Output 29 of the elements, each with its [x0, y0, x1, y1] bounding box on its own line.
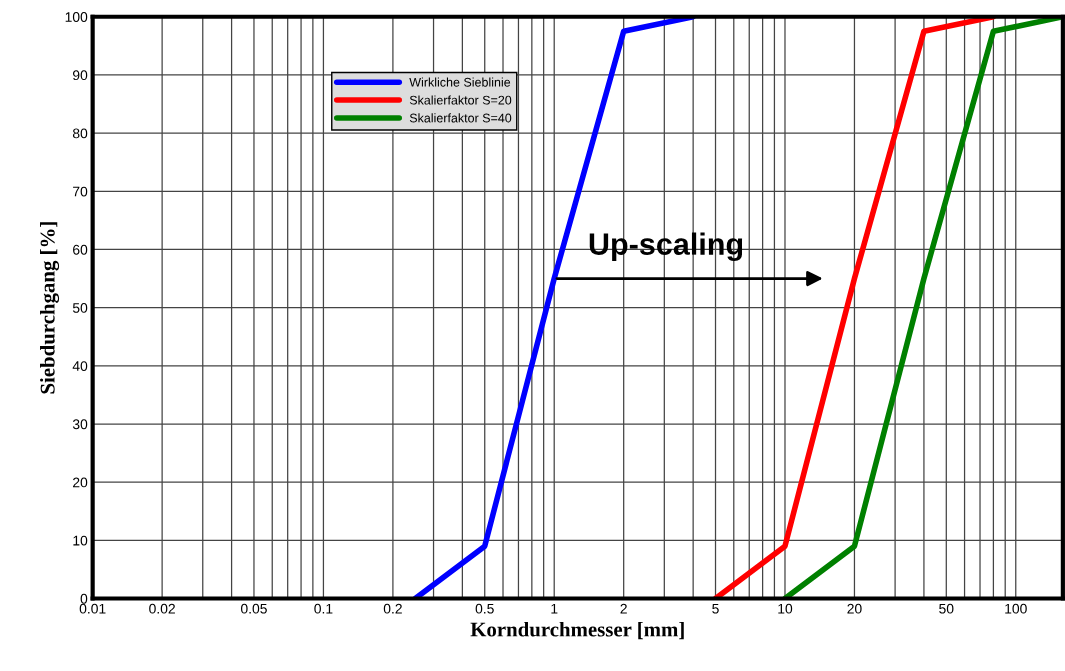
y-tick-label: 40 [72, 361, 88, 371]
legend-label: Skalierfaktor S=40 [409, 113, 512, 123]
y-tick-label: 30 [72, 419, 88, 430]
x-tick-label: 0.01 [79, 603, 106, 614]
y-tick-label: 50 [72, 302, 88, 313]
x-tick-label: 0.5 [475, 603, 494, 614]
y-tick-label: 90 [73, 70, 88, 81]
y-tick-label: 10 [73, 535, 88, 546]
x-tick-label: 10 [778, 603, 793, 614]
x-tick-label: 0.05 [240, 603, 267, 614]
legend-label: Skalierfaktor S=20 [409, 95, 512, 105]
x-tick-label: 1 [551, 603, 558, 614]
y-tick-label: 100 [65, 12, 88, 22]
x-tick-label: 0.02 [149, 603, 175, 614]
x-tick-label: 0.2 [383, 603, 402, 614]
legend-label: Wirkliche Sieblinie [409, 77, 511, 87]
x-tick-label: 2 [620, 603, 627, 614]
x-tick-label: 0.1 [314, 603, 333, 614]
x-tick-label: 5 [712, 603, 719, 614]
y-tick-label: 60 [73, 244, 88, 255]
x-axis-title: Korndurchmesser [mm] [470, 621, 684, 640]
x-tick-label: 20 [847, 603, 862, 614]
y-tick-label: 20 [73, 477, 88, 488]
x-tick-label: 50 [939, 603, 954, 614]
y-axis-title: Siebdurchgang [%] [40, 222, 60, 394]
y-tick-label: 70 [73, 186, 88, 197]
y-tick-label: 80 [72, 128, 88, 139]
y-tick-label: 0 [80, 593, 88, 604]
x-tick-label: 100 [1005, 603, 1027, 614]
